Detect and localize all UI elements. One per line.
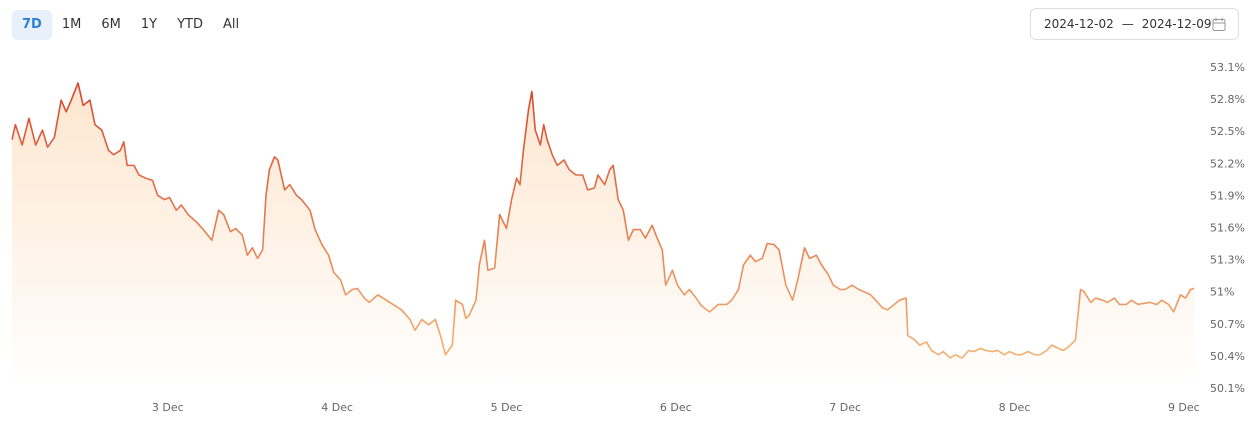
x-tick-label: 5 Dec — [491, 401, 523, 414]
date-start: 2024-12-02 — [1044, 17, 1114, 31]
range-button[interactable]: 7D — [12, 10, 52, 40]
x-tick-label: 9 Dec — [1168, 401, 1200, 414]
x-tick-label: 7 Dec — [829, 401, 861, 414]
range-button[interactable]: 1M — [61, 17, 82, 32]
x-tick-label: 4 Dec — [321, 401, 353, 414]
area-fill — [12, 82, 1194, 389]
y-tick-label: 50.1% — [1210, 382, 1245, 395]
y-tick-label: 52.5% — [1210, 125, 1245, 138]
date-separator: — — [1121, 17, 1134, 31]
range-buttons: 7D 1M 6M 1Y YTD All — [12, 10, 249, 40]
range-button[interactable]: 6M — [101, 17, 121, 32]
x-tick-label: 3 Dec — [152, 401, 184, 414]
y-tick-label: 50.7% — [1210, 318, 1245, 331]
y-tick-label: 51.3% — [1210, 254, 1245, 267]
x-tick-label: 8 Dec — [999, 401, 1031, 414]
y-tick-label: 51.6% — [1210, 222, 1245, 235]
calendar-icon — [1212, 17, 1226, 31]
y-tick-label: 51.9% — [1210, 189, 1245, 202]
y-tick-label: 51% — [1210, 286, 1234, 299]
line — [11, 82, 1195, 359]
date-range-picker[interactable]: 2024-12-02 — 2024-12-09 — [1030, 8, 1239, 40]
x-tick-label: 6 Dec — [660, 401, 692, 414]
y-tick-label: 50.4% — [1210, 350, 1245, 363]
date-end: 2024-12-09 — [1141, 17, 1212, 31]
y-tick-label: 52.8% — [1210, 93, 1245, 106]
range-button[interactable]: 1Y — [140, 17, 158, 32]
range-button[interactable]: YTD — [177, 17, 203, 32]
y-tick-label: 52.2% — [1210, 157, 1245, 170]
y-tick-label: 53.1% — [1210, 61, 1245, 74]
range-button[interactable]: All — [222, 17, 240, 32]
